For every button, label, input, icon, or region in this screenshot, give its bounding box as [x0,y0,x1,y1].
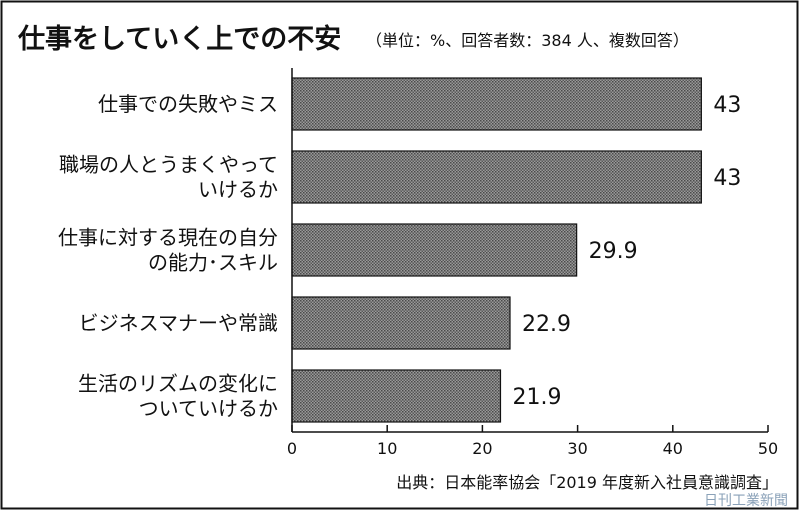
category-label: ついていけるか [139,397,278,421]
x-tick-label: 10 [377,439,397,458]
publisher-watermark: 日刊工業新聞 [704,493,788,509]
x-tick-label: 0 [287,439,297,458]
x-tick-label: 40 [663,439,683,458]
bar [291,150,702,204]
value-label: 43 [713,166,741,191]
chart-title: 仕事をしていく上での不安 [17,24,341,55]
source-note: 出典：日本能率協会「2019 年度新入社員意識調査」 [396,473,778,492]
bar [291,77,702,131]
value-label: 21.9 [512,385,561,410]
category-label: ビジネスマナーや常識 [79,311,278,335]
category-label: 仕事に対する現在の自分 [58,226,278,250]
category-label: 職場の人とうまくやって [59,153,278,177]
x-tick-label: 50 [758,439,778,458]
x-tick-label: 20 [472,439,492,458]
bar [291,223,578,277]
chart-subtitle: （単位：%、回答者数：384 人、複数回答） [366,31,689,50]
category-label: 仕事での失敗やミス [98,92,278,116]
value-label: 22.9 [522,312,571,337]
bar [291,296,511,350]
x-tick-label: 30 [567,439,587,458]
category-label: いけるか [198,178,278,202]
bar [291,369,502,423]
value-label: 29.9 [589,239,638,264]
category-label: 生活のリズムの変化に [78,372,278,396]
category-label: の能力･スキル [148,251,278,275]
value-label: 43 [713,93,741,118]
